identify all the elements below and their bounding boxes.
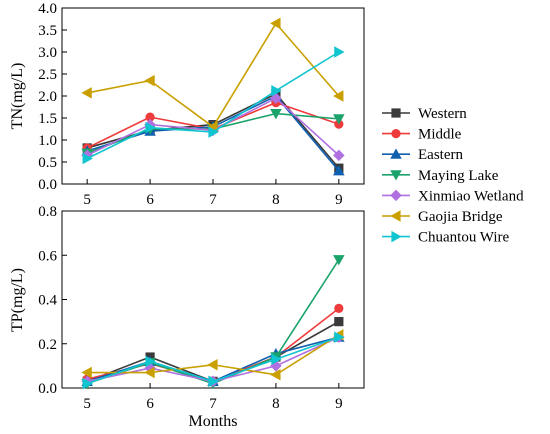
plot-frame-tn [61,7,365,185]
tn-ytick-label: 0.5 [38,155,57,171]
tp-ytick-label: 0.0 [38,381,57,397]
legend-label-middle: Middle [418,127,462,143]
legend-label-western: Western [418,106,467,122]
tn-point-maying-lake [270,109,282,120]
tn-point-middle [145,112,155,122]
tn-xtick-label: 8 [272,192,280,208]
tp-ytick-label: 0.4 [38,293,57,309]
tn-ytick-label: 4.0 [38,1,57,17]
tp-point-chuantou-wire [145,355,156,368]
legend-label-xinmiao-wetland: Xinmiao Wetland [418,188,524,204]
tn-ytick-label: 0.0 [38,177,57,193]
tp-xtick-label: 8 [272,396,280,412]
ylabel-tp: TP(mg/L) [9,268,26,332]
series-tn [81,17,345,176]
legend-label-maying-lake: Maying Lake [418,168,499,184]
tn-ytick-label: 3.5 [38,23,57,39]
tp-point-chuantou-wire [334,331,345,343]
panel-tn: 0.0 0.5 1.0 1.5 2.0 2.5 3.0 3.5 4.0 5 6 7 8 9 TN(mg/L… [9,1,365,208]
tn-ytick-label: 2.5 [38,67,57,83]
tp-ytick-label: 0.6 [38,248,57,264]
tp-point-chuantou-wire [82,377,93,390]
tn-xtick-label: 5 [83,192,91,208]
plot-frame-tp [61,210,365,389]
legend-marker-gaojia-bridge [390,210,401,222]
tp-point-gaojia-bridge [81,366,92,379]
tn-point-maying-lake [333,114,345,125]
tn-xtick-label: 9 [335,192,343,208]
tn-point-gaojia-bridge [144,74,155,87]
tp-point-western [334,317,344,327]
tp-point-maying-lake [333,255,345,266]
tp-ytick-label: 0.8 [38,204,57,220]
tp-point-chuantou-wire [271,353,282,365]
legend: Western Middle Eastern Maying Lake Xinmiao W… [382,106,524,246]
legend-marker-western [391,108,401,118]
tn-point-xinmiao-wetland [333,149,345,162]
legend-marker-xinmiao-wetland [390,189,402,202]
tn-point-eastern [333,165,345,176]
tp-point-gaojia-bridge [207,359,218,371]
ylabel-tn: TN(mg/L) [9,63,26,130]
legend-label-gaojia-bridge: Gaojia Bridge [418,209,503,225]
legend-marker-eastern [390,148,402,159]
tn-point-chuantou-wire [145,121,156,134]
tp-xtick-label: 5 [83,396,91,412]
legend-marker-chuantou-wire [391,230,402,243]
tn-ytick-label: 1.0 [38,133,57,149]
tp-xtick-label: 6 [146,396,154,412]
tp-point-gaojia-bridge [144,366,155,379]
series-tp [81,255,345,390]
tn-line-chuantou-wire [86,51,340,160]
tp-point-middle [334,303,344,313]
xlabel-tp: Months [189,413,238,430]
tn-ytick-label: 1.5 [38,111,57,127]
tp-ytick-label: 0.2 [38,337,57,353]
tn-point-chuantou-wire [208,126,219,138]
tn-point-gaojia-bridge [81,87,92,99]
tn-point-chuantou-wire [82,152,93,165]
tn-ytick-label: 3.0 [38,45,57,61]
tp-xtick-label: 9 [335,396,343,412]
tn-point-gaojia-bridge [207,121,218,133]
ticks-tn: 0.0 0.5 1.0 1.5 2.0 2.5 3.0 3.5 4.0 5 6 7 8 9 [38,1,342,208]
tn-point-gaojia-bridge [333,90,344,102]
tn-ytick-label: 2.0 [38,89,57,105]
tn-point-chuantou-wire [334,46,345,58]
tn-xtick-label: 7 [209,192,217,208]
legend-marker-middle [391,129,401,139]
panel-tp: 0.0 0.2 0.4 0.6 0.8 5 6 7 8 9 TP(mg/L) Months [9,204,365,430]
tn-point-chuantou-wire [271,84,282,97]
legend-label-chuantou-wire: Chuantou Wire [418,230,510,246]
tp-point-chuantou-wire [208,375,219,388]
tp-xtick-label: 7 [209,396,217,412]
ticks-tp: 0.0 0.2 0.4 0.6 0.8 5 6 7 8 9 [38,204,342,412]
legend-label-eastern: Eastern [418,147,463,163]
tp-point-gaojia-bridge [270,368,281,381]
legend-marker-maying-lake [390,170,402,181]
tn-xtick-label: 6 [146,192,154,208]
tn-point-gaojia-bridge [270,17,281,30]
